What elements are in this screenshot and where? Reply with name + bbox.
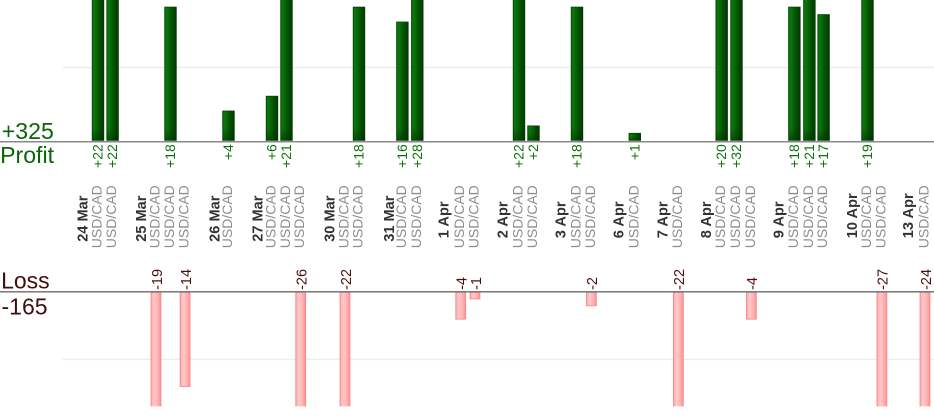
svg-text:+22: +22 [511, 144, 527, 168]
svg-text:-24: -24 [919, 269, 934, 290]
svg-text:7 Apr: 7 Apr [655, 201, 671, 238]
svg-text:25 Mar: 25 Mar [134, 195, 150, 242]
svg-text:+22: +22 [104, 144, 120, 168]
svg-text:-19: -19 [150, 269, 166, 290]
svg-text:USD/CAD: USD/CAD [916, 185, 932, 248]
svg-text:USD/CAD: USD/CAD [263, 185, 279, 248]
svg-text:-4: -4 [455, 277, 471, 290]
svg-text:26 Mar: 26 Mar [208, 195, 224, 242]
svg-text:-165: -165 [2, 293, 48, 319]
svg-text:USD/CAD: USD/CAD [161, 185, 177, 248]
svg-text:-14: -14 [179, 269, 195, 290]
svg-text:USD/CAD: USD/CAD [291, 185, 307, 248]
svg-text:9 Apr: 9 Apr [772, 201, 788, 238]
svg-text:3 Apr: 3 Apr [554, 201, 570, 238]
svg-text:USD/CAD: USD/CAD [669, 185, 685, 248]
svg-text:+21: +21 [278, 144, 294, 168]
svg-text:+32: +32 [728, 144, 744, 168]
svg-text:USD/CAD: USD/CAD [466, 185, 482, 248]
svg-text:13 Apr: 13 Apr [901, 193, 917, 238]
svg-text:Loss: Loss [1, 267, 50, 293]
svg-text:USD/CAD: USD/CAD [451, 185, 467, 248]
svg-text:1 Apr: 1 Apr [437, 201, 453, 238]
svg-text:USD/CAD: USD/CAD [727, 185, 743, 248]
svg-text:USD/CAD: USD/CAD [89, 185, 105, 248]
svg-text:USD/CAD: USD/CAD [568, 185, 584, 248]
svg-text:USD/CAD: USD/CAD [872, 185, 888, 248]
svg-text:+6: +6 [264, 144, 280, 160]
svg-text:+21: +21 [801, 144, 817, 168]
svg-text:USD/CAD: USD/CAD [712, 185, 728, 248]
svg-text:27 Mar: 27 Mar [251, 195, 267, 242]
svg-text:+2: +2 [525, 144, 541, 160]
svg-text:+18: +18 [786, 144, 802, 168]
svg-text:+18: +18 [351, 144, 367, 168]
svg-text:-1: -1 [469, 277, 485, 290]
svg-text:+4: +4 [220, 144, 236, 160]
svg-text:USD/CAD: USD/CAD [103, 185, 119, 248]
svg-text:30 Mar: 30 Mar [323, 195, 339, 242]
svg-text:USD/CAD: USD/CAD [785, 185, 801, 248]
svg-text:+20: +20 [713, 144, 729, 168]
svg-text:-4: -4 [745, 277, 761, 290]
svg-text:+17: +17 [815, 144, 831, 168]
svg-text:USD/CAD: USD/CAD [814, 185, 830, 248]
svg-text:-2: -2 [585, 277, 601, 290]
svg-text:+28: +28 [409, 144, 425, 168]
svg-text:USD/CAD: USD/CAD [277, 185, 293, 248]
svg-text:USD/CAD: USD/CAD [742, 185, 758, 248]
svg-text:+19: +19 [859, 144, 875, 168]
svg-text:-22: -22 [339, 269, 355, 290]
svg-text:31 Mar: 31 Mar [382, 195, 398, 242]
svg-text:USD/CAD: USD/CAD [219, 185, 235, 248]
svg-text:-22: -22 [672, 269, 688, 290]
svg-text:8 Apr: 8 Apr [699, 201, 715, 238]
svg-text:USD/CAD: USD/CAD [524, 185, 540, 248]
svg-text:USD/CAD: USD/CAD [176, 185, 192, 248]
svg-text:USD/CAD: USD/CAD [625, 185, 641, 248]
svg-text:USD/CAD: USD/CAD [408, 185, 424, 248]
svg-text:10 Apr: 10 Apr [845, 193, 861, 238]
svg-text:USD/CAD: USD/CAD [147, 185, 163, 248]
svg-text:USD/CAD: USD/CAD [800, 185, 816, 248]
svg-text:USD/CAD: USD/CAD [393, 185, 409, 248]
svg-text:24 Mar: 24 Mar [75, 195, 91, 242]
svg-text:-26: -26 [295, 269, 311, 290]
svg-text:+1: +1 [626, 144, 642, 160]
svg-text:6 Apr: 6 Apr [612, 201, 628, 238]
svg-text:+18: +18 [569, 144, 585, 168]
svg-text:USD/CAD: USD/CAD [350, 185, 366, 248]
svg-text:+22: +22 [90, 144, 106, 168]
svg-text:USD/CAD: USD/CAD [510, 185, 526, 248]
svg-text:+325: +325 [2, 118, 54, 144]
svg-text:USD/CAD: USD/CAD [336, 185, 352, 248]
svg-text:USD/CAD: USD/CAD [582, 185, 598, 248]
svg-text:2 Apr: 2 Apr [495, 201, 511, 238]
svg-text:Profit: Profit [0, 142, 54, 168]
svg-text:+18: +18 [162, 144, 178, 168]
svg-text:-27: -27 [876, 269, 892, 290]
svg-text:USD/CAD: USD/CAD [858, 185, 874, 248]
svg-text:+16: +16 [394, 144, 410, 168]
